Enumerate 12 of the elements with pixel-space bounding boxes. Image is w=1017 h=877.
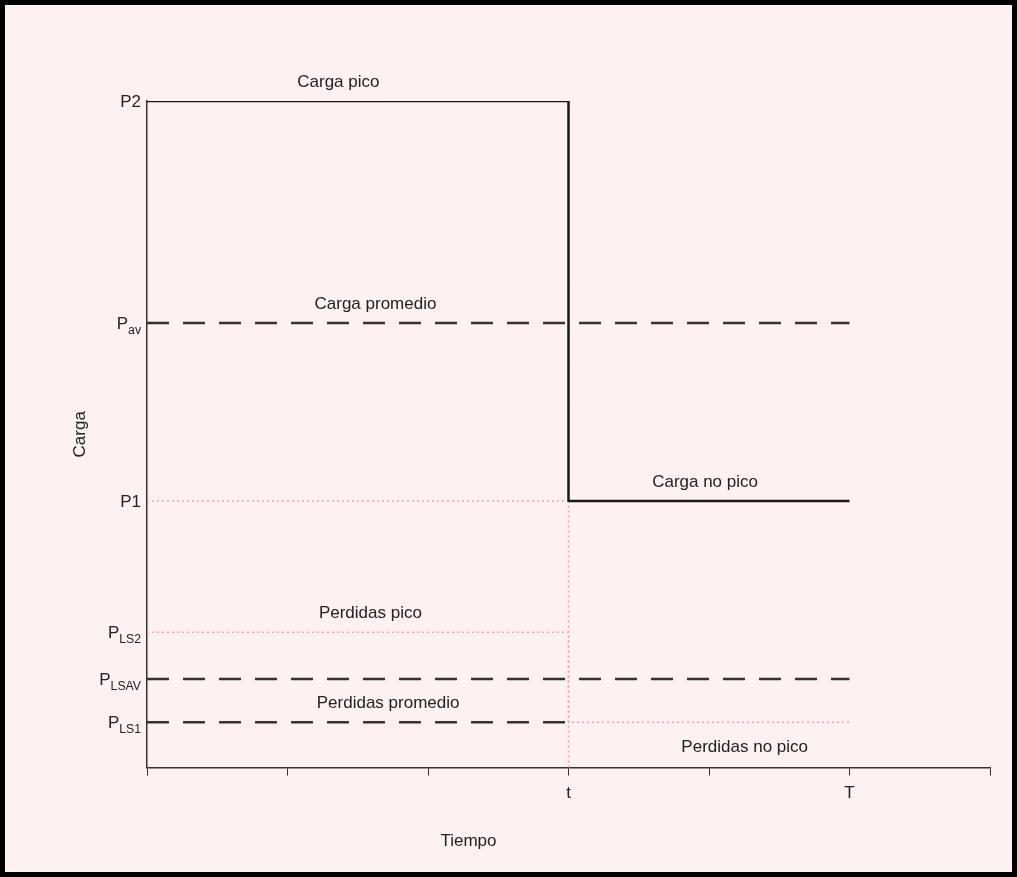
annotation: Carga no pico bbox=[652, 471, 758, 491]
x-axis-title: Tiempo bbox=[440, 830, 497, 850]
annotation: Carga promedio bbox=[314, 293, 437, 313]
text: P1 bbox=[120, 491, 141, 511]
y-axis-title: Carga bbox=[70, 410, 89, 458]
annotation: Carga pico bbox=[297, 72, 380, 91]
annotation: Perdidas no pico bbox=[681, 737, 809, 757]
annotation: Perdidas promedio bbox=[316, 693, 460, 713]
text: P2 bbox=[120, 92, 141, 111]
x-tick-label: t bbox=[566, 783, 572, 803]
annotation: Perdidas pico bbox=[318, 603, 422, 623]
x-tick-label: T bbox=[844, 783, 855, 803]
